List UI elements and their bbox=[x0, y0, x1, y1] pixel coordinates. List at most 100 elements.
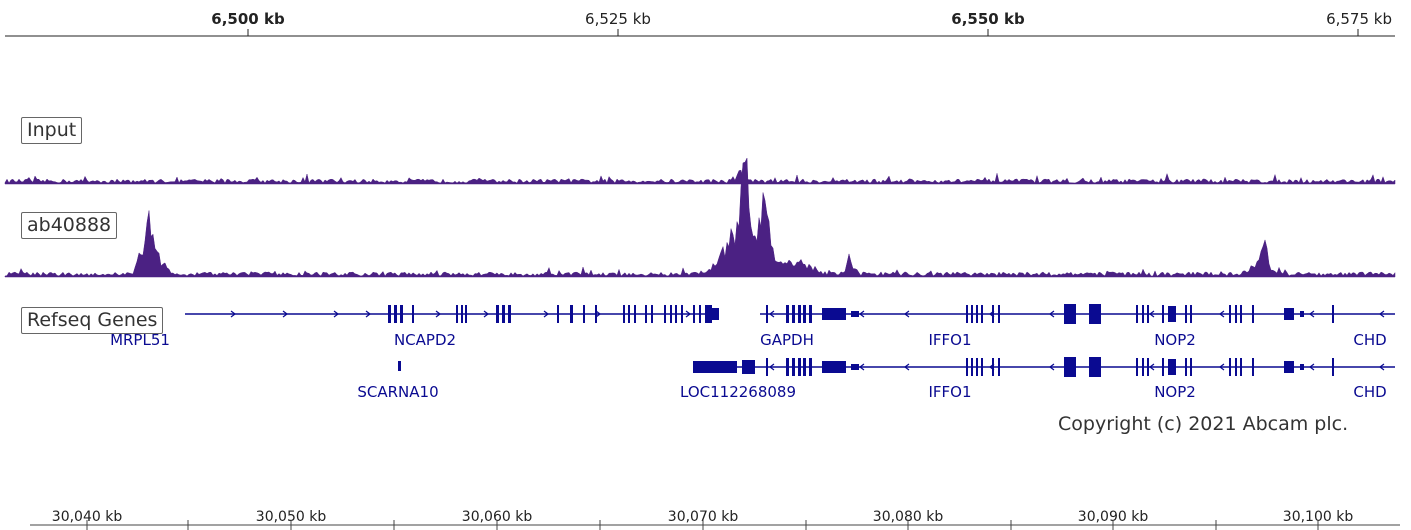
strand-arrow bbox=[1219, 363, 1225, 371]
strand-arrow bbox=[282, 310, 288, 318]
gene-exon bbox=[766, 358, 768, 376]
bottom-ruler-tick-label: 30,050 kb bbox=[256, 509, 327, 525]
gene-exon bbox=[595, 305, 597, 323]
strand-arrow bbox=[435, 310, 441, 318]
top-ruler-tick-label: 6,500 kb bbox=[211, 10, 285, 28]
chip-signal-track bbox=[4, 157, 1396, 278]
input-coverage-profile bbox=[4, 170, 1396, 185]
gene-utr bbox=[693, 361, 737, 373]
gene-exon bbox=[971, 305, 973, 323]
gene-exon bbox=[1064, 304, 1076, 324]
top-ruler-tick-label: 6,550 kb bbox=[951, 10, 1025, 28]
gene-exon bbox=[766, 305, 768, 323]
gene-utr bbox=[742, 360, 755, 374]
gene-utr bbox=[1284, 308, 1294, 320]
gene-exon bbox=[508, 305, 511, 323]
gene-exon bbox=[398, 361, 401, 371]
top-ruler-tick-label: 6,525 kb bbox=[585, 10, 651, 28]
strand-arrow bbox=[1379, 310, 1385, 318]
gene-exon bbox=[1136, 358, 1138, 376]
gene-exon bbox=[809, 305, 812, 323]
gene-exon bbox=[651, 305, 653, 323]
gene-exon bbox=[1190, 305, 1192, 323]
input-track-label[interactable]: Input bbox=[21, 117, 83, 144]
gene-exon bbox=[628, 305, 630, 323]
strand-arrow bbox=[483, 310, 489, 318]
gene-exon bbox=[1229, 358, 1231, 376]
chip-track-label[interactable]: ab40888 bbox=[21, 212, 118, 239]
gene-exon bbox=[966, 305, 968, 323]
gene-exon bbox=[998, 358, 1000, 376]
gene-exon bbox=[634, 305, 636, 323]
gene-exon bbox=[394, 305, 397, 323]
gene-exon bbox=[1168, 306, 1176, 322]
bottom-ruler-tick-label: 30,060 kb bbox=[462, 509, 533, 525]
gene-exon bbox=[557, 305, 559, 323]
gene-exon bbox=[786, 305, 789, 323]
gene-label-gapdh: GAPDH bbox=[760, 331, 814, 349]
gene-exon bbox=[1136, 305, 1138, 323]
gene-exon bbox=[803, 305, 806, 323]
gene-exon bbox=[976, 358, 978, 376]
gene-exon bbox=[1162, 305, 1164, 323]
gene-exon bbox=[1252, 358, 1254, 376]
gene-exon bbox=[388, 305, 391, 323]
gene-utr bbox=[822, 308, 846, 320]
strand-arrow bbox=[769, 363, 775, 371]
gene-exon bbox=[1235, 305, 1237, 323]
gene-utr bbox=[710, 308, 719, 320]
gene-exon bbox=[976, 305, 978, 323]
gene-utr bbox=[822, 361, 846, 373]
strand-arrow bbox=[230, 310, 236, 318]
strand-arrow bbox=[1149, 310, 1155, 318]
strand-arrow bbox=[769, 310, 775, 318]
bottom-ruler-tick-label: 30,100 kb bbox=[1283, 509, 1354, 525]
gene-exon bbox=[786, 358, 789, 376]
gene-exon bbox=[981, 358, 983, 376]
gene-exon bbox=[1064, 357, 1076, 377]
bottom-ruler-tick-label: 30,070 kb bbox=[668, 509, 739, 525]
strand-arrow bbox=[365, 310, 371, 318]
gene-exon bbox=[461, 305, 463, 323]
gene-exon bbox=[400, 305, 403, 323]
refseq-track-label[interactable]: Refseq Genes bbox=[21, 307, 164, 334]
gene-exon bbox=[583, 305, 585, 323]
gene-exon bbox=[966, 358, 968, 376]
bottom-ruler-tick-label: 30,090 kb bbox=[1078, 509, 1149, 525]
gene-exon bbox=[1240, 305, 1242, 323]
chip-coverage-profile bbox=[4, 157, 1396, 278]
gene-utr bbox=[851, 364, 859, 370]
gene-exon bbox=[792, 305, 795, 323]
gene-label-ncapd2: NCAPD2 bbox=[394, 331, 456, 349]
gene-exon bbox=[1185, 358, 1187, 376]
gene-exon bbox=[705, 305, 712, 323]
gene-exon bbox=[1142, 305, 1144, 323]
gene-label-chd: CHD bbox=[1353, 331, 1386, 349]
bottom-coordinate-ruler: 30,040 kb 30,050 kb 30,060 kb 30,070 kb 30,0… bbox=[30, 509, 1400, 530]
strand-arrow bbox=[1049, 310, 1055, 318]
gene-exon bbox=[809, 358, 812, 376]
gene-exon bbox=[502, 305, 505, 323]
strand-arrow bbox=[1149, 363, 1155, 371]
gene-exon bbox=[1235, 358, 1237, 376]
bottom-ruler-tick-label: 30,080 kb bbox=[873, 509, 944, 525]
gene-label-scarna10: SCARNA10 bbox=[357, 383, 438, 401]
gene-exon bbox=[623, 305, 625, 323]
refseq-gene-track: MRPL51 NCAPD2 GAPDH IFFO1 NOP2 CHD SCARNA10 LOC… bbox=[110, 304, 1395, 401]
strand-arrow bbox=[1309, 310, 1315, 318]
gene-exon bbox=[1089, 304, 1101, 324]
strand-arrow bbox=[904, 310, 910, 318]
gene-exon bbox=[693, 305, 695, 323]
gene-exon bbox=[465, 305, 467, 323]
gene-exon bbox=[664, 305, 666, 323]
gene-label-loc112268089: LOC112268089 bbox=[680, 383, 796, 401]
gene-exon bbox=[992, 305, 994, 323]
gene-exon bbox=[456, 305, 458, 323]
gene-exon bbox=[1168, 359, 1176, 375]
strand-arrow bbox=[1379, 363, 1385, 371]
gene-exon bbox=[570, 305, 573, 323]
gene-exon bbox=[798, 358, 801, 376]
gene-exon bbox=[1142, 358, 1144, 376]
gene-exon bbox=[681, 305, 683, 323]
